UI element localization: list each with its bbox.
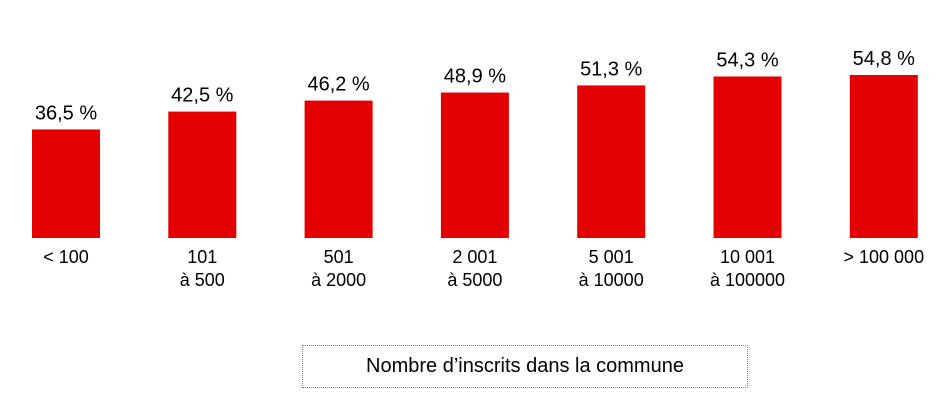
bar — [849, 75, 918, 238]
x-tick-label: < 100 — [43, 247, 89, 267]
bar — [577, 85, 646, 238]
bar — [440, 92, 509, 238]
value-label: 54,8 % — [853, 48, 915, 70]
x-tick-label: 5 001 à 10000 — [578, 247, 644, 290]
value-label: 36,5 % — [35, 102, 97, 124]
value-label: 48,9 % — [444, 66, 506, 88]
value-label: 42,5 % — [171, 85, 233, 107]
x-tick-label: > 100 000 — [843, 247, 925, 267]
value-label: 51,3 % — [580, 58, 642, 80]
x-tick-label: 2 001 à 5000 — [447, 247, 503, 290]
x-tick-label: 501 à 2000 — [311, 247, 367, 290]
x-axis-label: Nombre d’inscrits dans la commune — [302, 345, 748, 388]
bar — [304, 100, 373, 238]
value-label: 54,3 % — [716, 49, 778, 71]
bar — [713, 76, 782, 238]
bar — [32, 129, 100, 238]
x-tick-label: 10 001 à 100000 — [709, 247, 786, 290]
value-label: 46,2 % — [307, 74, 369, 96]
bar — [168, 111, 237, 238]
x-tick-label: 101 à 500 — [179, 247, 225, 290]
